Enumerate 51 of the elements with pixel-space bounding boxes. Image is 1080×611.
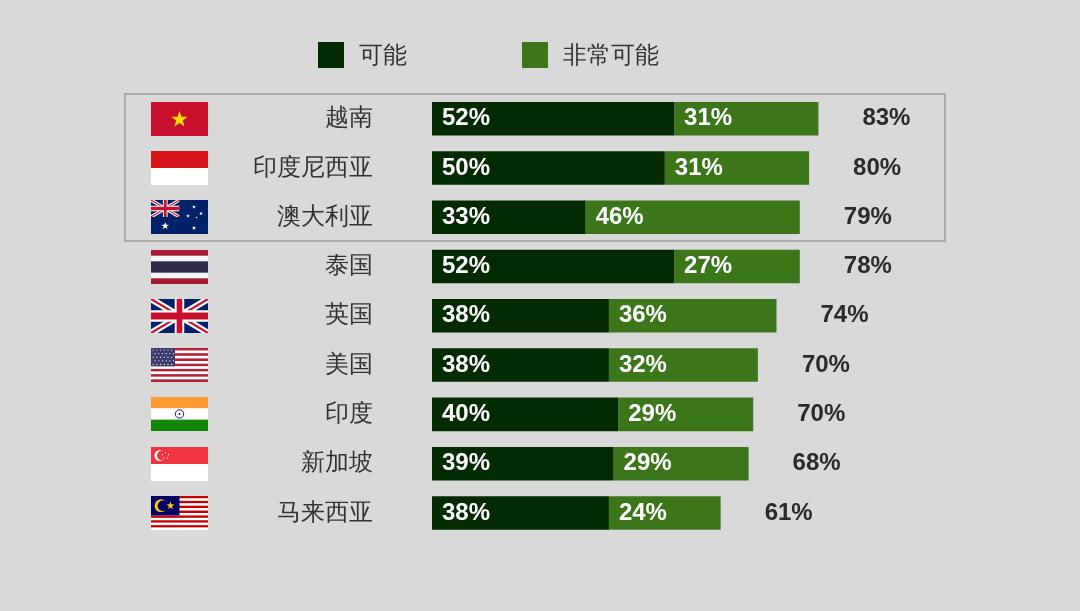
bar [432,200,586,234]
total-label: 70% [797,399,846,426]
y-tick-label: 新加坡 [301,448,373,476]
data-label: 40% [442,399,491,426]
y-tick-label: 印度 [325,399,373,426]
bar [432,348,609,382]
total-label: 83% [862,103,911,131]
data-label: 36% [618,300,667,328]
legend-label: 可能 [359,40,407,68]
bar [432,151,665,185]
bar [432,446,614,481]
data-label: 29% [628,399,677,426]
bar [608,299,777,333]
data-label: 27% [684,251,733,279]
total-label: 78% [843,251,892,279]
total-label: 80% [853,152,902,180]
data-label: 46% [595,201,644,229]
data-label: 52% [442,103,491,131]
bar [585,200,800,234]
data-label: 50% [442,152,491,180]
bar [432,397,619,432]
data-label: 29% [623,448,672,476]
data-label: 38% [442,497,491,525]
y-tick-label: 泰国 [325,251,373,279]
data-label: 38% [442,349,491,377]
bar [432,496,609,530]
y-tick-label: 澳大利亚 [277,201,373,229]
data-label: 52% [442,251,491,279]
y-tick-label: 印度尼西亚 [253,152,373,180]
total-label: 79% [843,201,892,229]
data-label: 24% [618,497,667,525]
total-label: 74% [820,300,869,328]
y-tick-label: 英国 [325,300,373,328]
total-label: 61% [764,497,813,525]
bar [664,151,810,185]
bar [432,249,675,284]
y-tick-label: 越南 [325,103,373,131]
legend-label: 非常可能 [563,40,659,68]
bar [432,299,609,333]
data-label: 31% [684,103,733,131]
data-label: 33% [442,201,491,229]
total-label: 68% [792,448,841,476]
data-label: 39% [442,448,491,476]
bar [432,101,675,136]
total-label: 70% [801,349,850,377]
data-label: 31% [674,152,723,180]
y-tick-label: 马来西亚 [277,497,373,525]
data-label: 32% [618,349,667,377]
bar [608,348,758,382]
y-tick-label: 美国 [325,349,373,377]
data-label: 38% [442,300,491,328]
